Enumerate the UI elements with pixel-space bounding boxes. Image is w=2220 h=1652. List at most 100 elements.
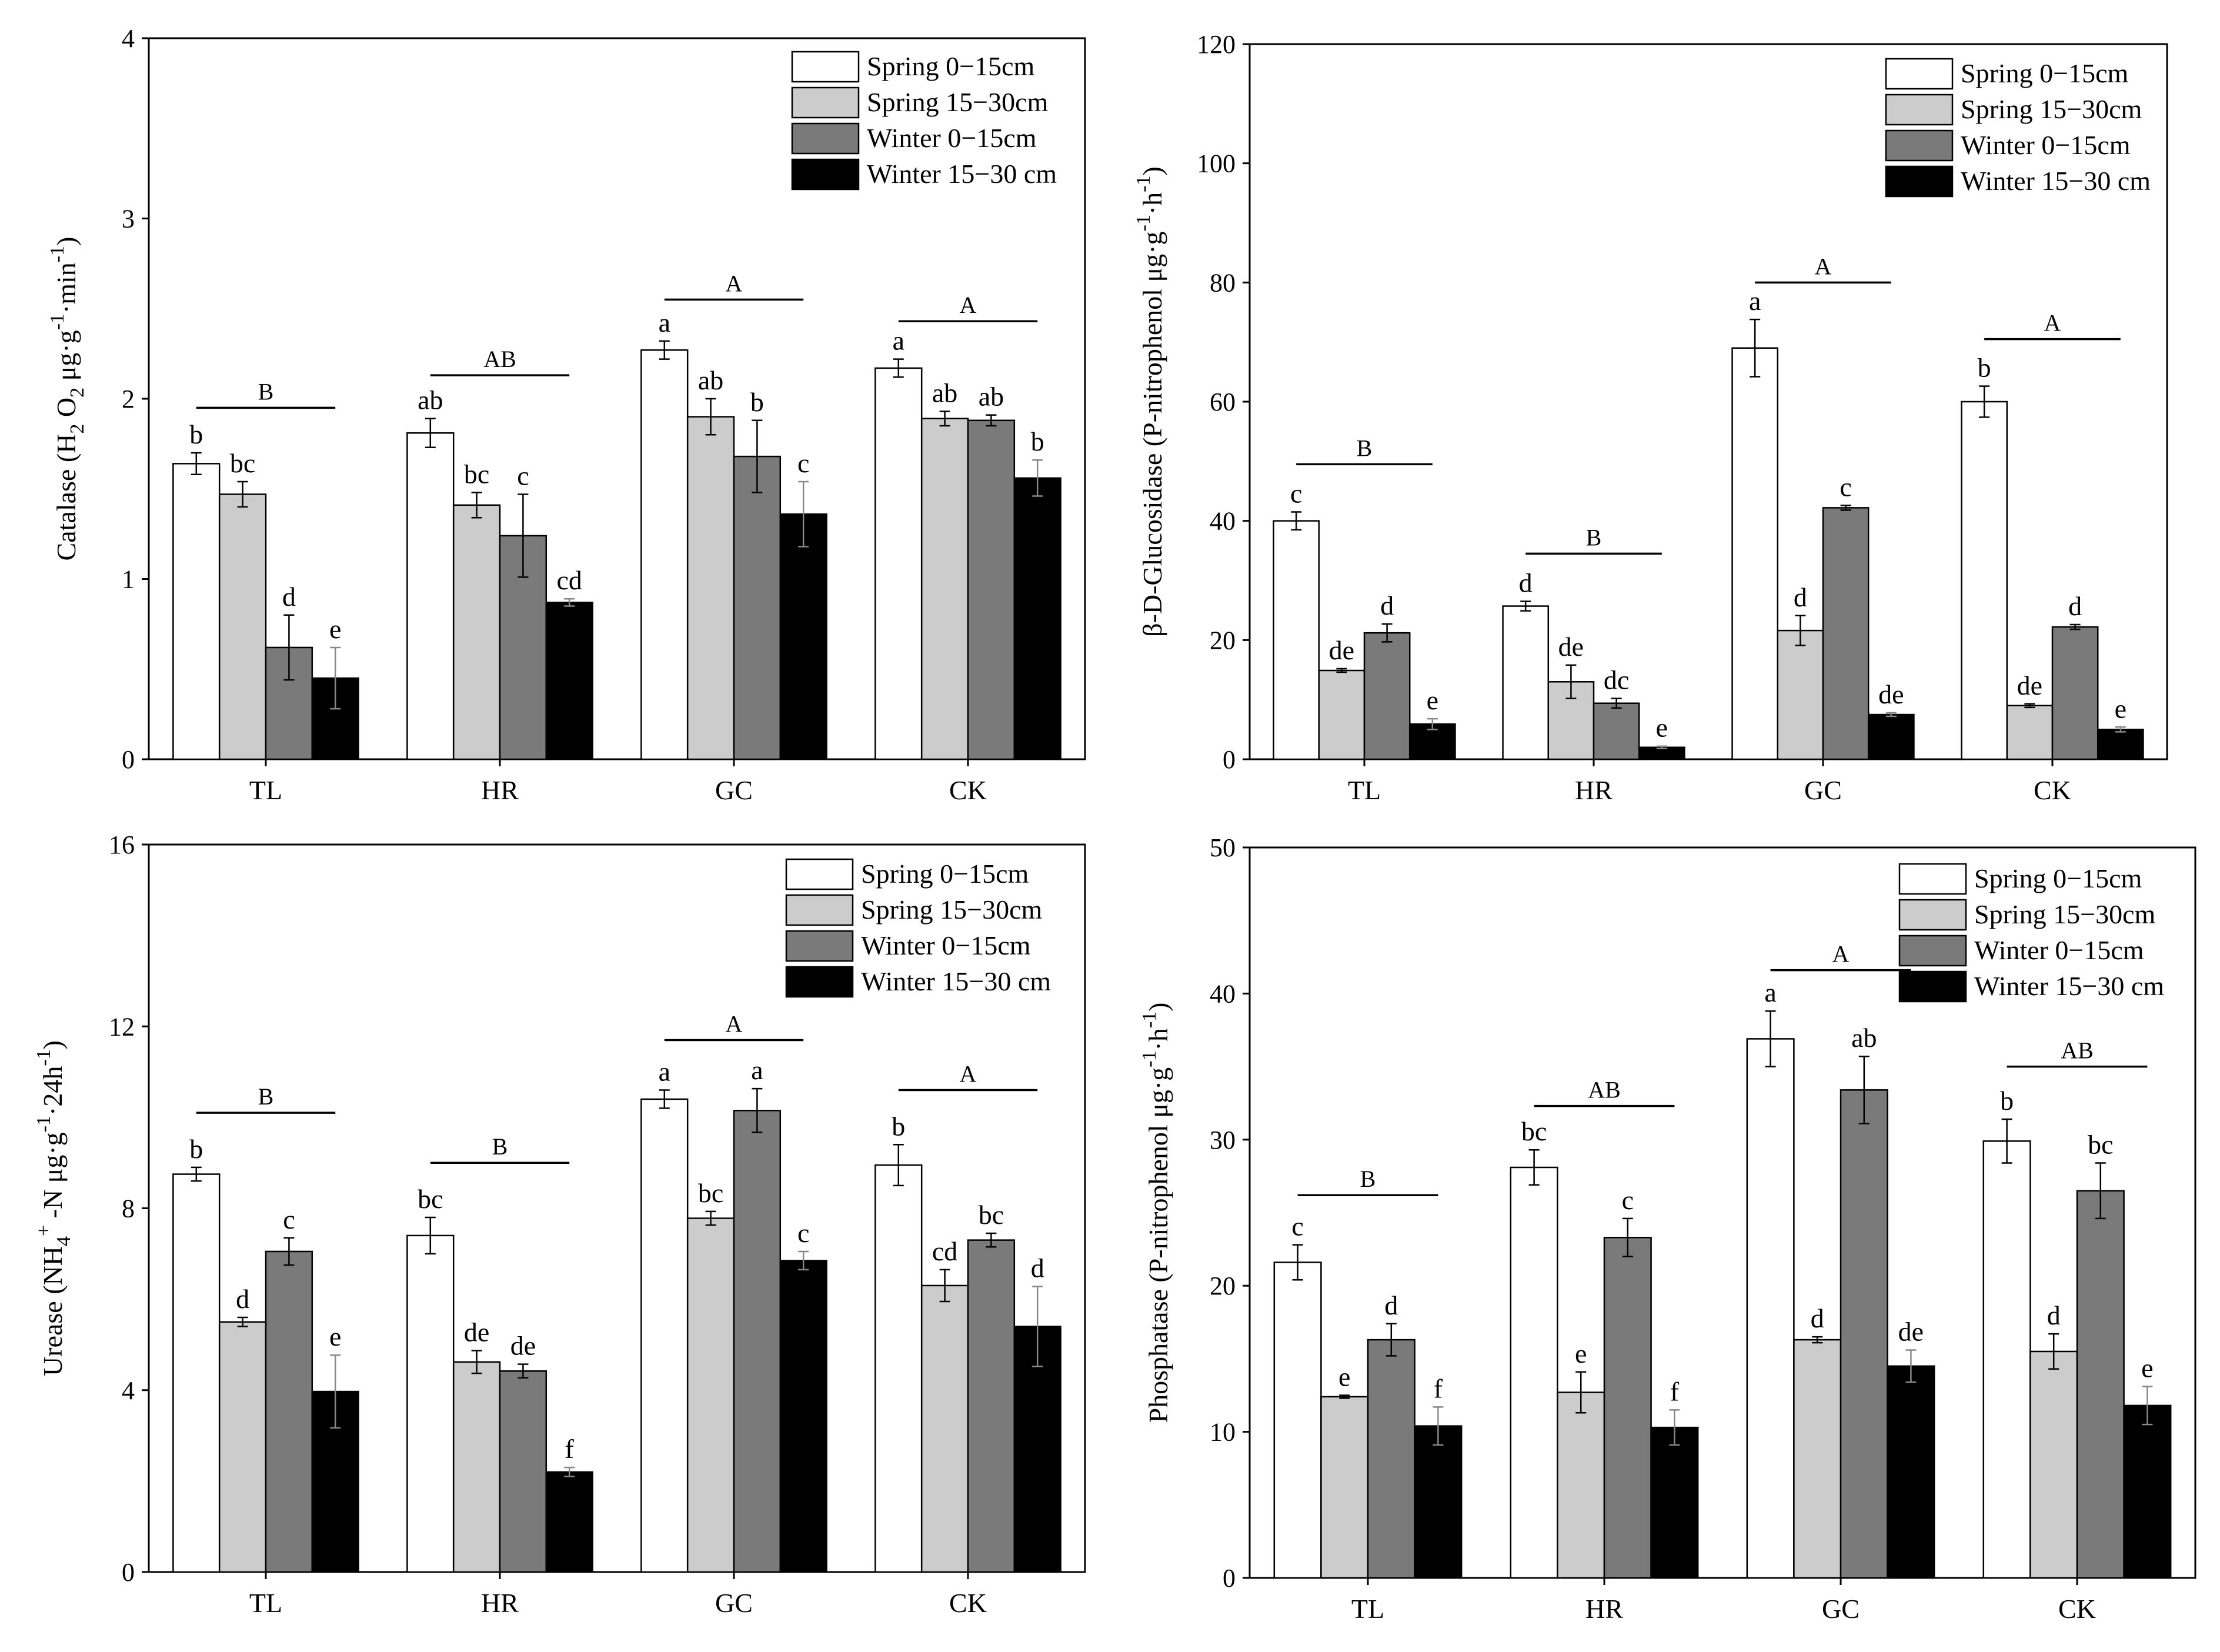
significance-letter: f [565,1434,575,1464]
bar-CK-1 [1961,401,2008,760]
significance-letter: c [1291,1212,1303,1241]
significance-letter: d [2047,1300,2061,1330]
significance-letter: c [797,448,809,478]
y-axis-label-part: ·min [51,262,81,313]
significance-letter: e [1575,1339,1587,1369]
bar-GC-4 [779,513,827,760]
bar-CK-1 [874,367,923,760]
y-tick-label: 40 [1210,507,1236,536]
y-tick-label: 0 [1223,1564,1236,1593]
significance-letter: de [510,1331,536,1361]
bar-GC-1 [640,1098,689,1573]
x-tick-label: CK [949,775,987,805]
legend-swatch [1898,863,1967,895]
bar-HR-3 [1593,702,1640,760]
significance-letter: b [750,387,764,417]
group-letter: B [1357,435,1373,461]
y-axis-label-part: ) [51,237,81,246]
bar-TL-1 [172,1173,221,1573]
bar-GC-3 [1822,507,1870,760]
y-tick-label: 0 [1223,745,1236,774]
x-tick-label: CK [949,1588,987,1618]
legend-swatch [1885,129,1954,162]
legend-label: Spring 15−30cm [861,895,1043,925]
legend-swatch [785,858,854,890]
bar-GC-1 [640,349,689,760]
group-letter: AB [1588,1077,1621,1103]
bar-GC-2 [1793,1339,1842,1579]
bar-GC-3 [1840,1089,1888,1579]
bar-GC-2 [1777,629,1824,760]
x-tick-label: TL [249,1588,282,1618]
significance-letter: d [1811,1303,1824,1333]
y-axis-label-part: -1 [1133,215,1154,231]
group-letter: A [960,1060,977,1087]
y-axis-label-part: -1 [46,313,68,330]
y-tick-label: 4 [122,24,135,53]
y-axis-label-part: -N μg·g [38,1132,68,1225]
significance-letter: b [1031,426,1044,456]
significance-letter: e [329,614,341,644]
bar-CK-2 [920,1284,969,1573]
significance-letter: b [892,1111,905,1141]
significance-letter: de [1329,635,1354,665]
y-axis-label-part: Phosphatase (P-nitrophenol μg·g [1143,1067,1173,1423]
y-axis-label-part: -1 [1139,1012,1160,1028]
significance-letter: bc [464,459,489,489]
significance-letter: c [1840,472,1851,502]
y-axis-label-part: ) [1143,1002,1173,1011]
significance-letter: c [1290,478,1302,508]
bar-CK-4 [1013,477,1061,760]
bar-HR-4 [1650,1426,1699,1579]
y-axis-label-part: Catalase (H [51,434,81,561]
significance-letter: d [236,1284,249,1314]
x-tick-label: HR [481,1588,519,1618]
bar-HR-4 [545,602,593,760]
legend-swatch [785,894,854,926]
group-letter: A [1815,253,1832,279]
group-letter: A [2044,310,2061,336]
y-axis-label-part: O [51,398,81,424]
significance-letter: a [1749,286,1761,316]
bar-TL-2 [218,1321,267,1573]
chart-panel-4: 0 10 20 30 40 50 Phosphatase (P-nitrophenol μg… [1139,833,2196,1624]
legend-swatch [1898,899,1967,931]
bar-HR-4 [545,1471,593,1573]
group-letter: B [492,1133,508,1160]
bar-HR-3 [499,1370,548,1573]
x-tick-label: HR [1575,775,1613,805]
y-tick-label: 0 [122,1558,135,1587]
group-letter: A [960,292,977,318]
significance-letter: bc [1521,1116,1547,1146]
significance-letter: bc [698,1178,723,1208]
y-axis-label-part: -1 [33,1116,55,1132]
bar-GC-2 [686,1217,735,1573]
significance-letter: de [1558,632,1584,662]
legend-label: Spring 15−30cm [867,87,1049,117]
bar-HR-1 [406,1234,455,1573]
y-tick-label: 50 [1210,833,1236,862]
significance-letter: c [283,1204,295,1234]
y-axis-label-part: -1 [1139,1050,1160,1067]
bar-HR-1 [406,432,455,760]
significance-letter: a [659,1056,670,1086]
significance-letter: a [751,1055,763,1085]
bar-CK-3 [967,1239,1016,1573]
bar-CK-3 [967,419,1016,760]
x-tick-label: TL [1348,775,1381,805]
x-tick-label: TL [1351,1594,1384,1624]
group-letter: AB [483,346,516,372]
legend-label: Winter 0−15cm [867,123,1037,153]
bar-HR-2 [452,1361,501,1573]
x-tick-label: TL [249,775,282,805]
significance-letter: d [2068,591,2082,621]
y-axis-label-part: 2 [66,388,88,398]
y-tick-label: 40 [1210,979,1236,1008]
x-tick-label: GC [715,775,753,805]
bar-TL-3 [265,1250,313,1573]
y-tick-label: 100 [1197,149,1236,178]
bar-GC-4 [779,1260,827,1573]
y-tick-label: 20 [1210,626,1236,655]
y-tick-label: 4 [122,1376,135,1405]
